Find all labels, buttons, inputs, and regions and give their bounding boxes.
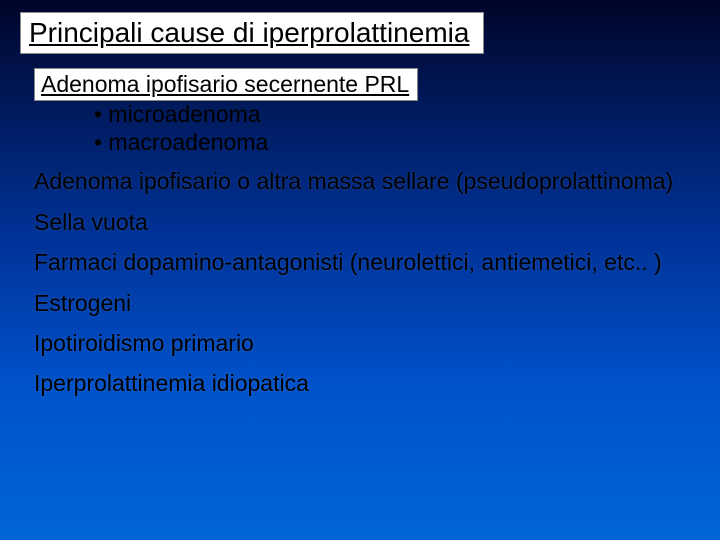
list-item: Estrogeni bbox=[34, 290, 700, 316]
title-box: Principali cause di iperprolattinemia bbox=[20, 12, 484, 54]
list-item: Farmaci dopamino-antagonisti (neuroletti… bbox=[34, 249, 700, 275]
bullet-text: macroadenoma bbox=[108, 129, 268, 155]
bullet-list: • microadenoma • macroadenoma bbox=[34, 101, 700, 156]
bullet-marker: • bbox=[94, 101, 102, 127]
content-area: Adenoma ipofisario secernente PRL • micr… bbox=[20, 68, 700, 397]
bullet-item: • microadenoma bbox=[94, 101, 700, 129]
highlight-box: Adenoma ipofisario secernente PRL bbox=[34, 68, 418, 101]
highlight-heading: Adenoma ipofisario secernente PRL bbox=[41, 71, 409, 97]
list-item: Iperprolattinemia idiopatica bbox=[34, 370, 700, 396]
list-item: Ipotiroidismo primario bbox=[34, 330, 700, 356]
list-item: Sella vuota bbox=[34, 209, 700, 235]
slide: Principali cause di iperprolattinemia Ad… bbox=[0, 0, 720, 540]
list-item: Adenoma ipofisario o altra massa sellare… bbox=[34, 168, 700, 194]
bullet-marker: • bbox=[94, 129, 102, 155]
slide-title: Principali cause di iperprolattinemia bbox=[29, 17, 469, 48]
bullet-item: • macroadenoma bbox=[94, 129, 700, 157]
bullet-text: microadenoma bbox=[108, 101, 260, 127]
